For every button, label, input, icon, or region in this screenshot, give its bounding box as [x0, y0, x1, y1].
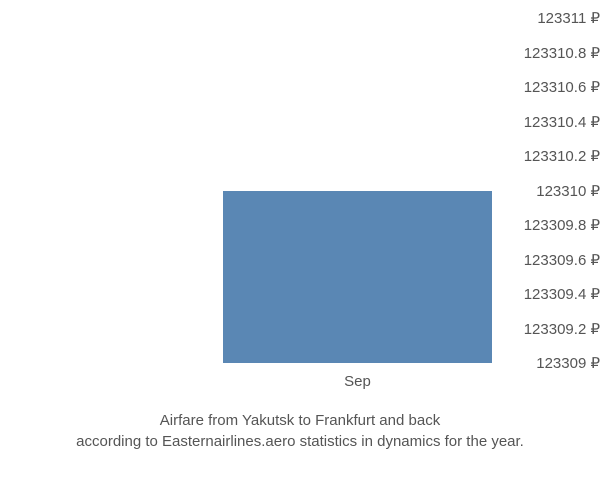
- y-tick-label: 123309.2 ₽: [477, 320, 600, 338]
- chart-caption: Airfare from Yakutsk to Frankfurt and ba…: [0, 410, 600, 452]
- airfare-bar-chart: 123311 ₽ 123310.8 ₽ 123310.6 ₽ 123310.4 ₽ 12…: [0, 0, 600, 500]
- y-tick-label: 123310.4 ₽: [477, 113, 600, 131]
- y-tick-label: 123309.6 ₽: [477, 251, 600, 269]
- y-tick-label: 123310.6 ₽: [477, 78, 600, 96]
- x-tick-label: Sep: [344, 373, 371, 390]
- y-tick-label: 123309 ₽: [477, 354, 600, 372]
- y-tick-label: 123310.2 ₽: [477, 147, 600, 165]
- y-tick-label: 123309.8 ₽: [477, 216, 600, 234]
- y-tick-label: 123310.8 ₽: [477, 44, 600, 62]
- y-tick-label: 123310 ₽: [477, 182, 600, 200]
- y-tick-label: 123311 ₽: [477, 9, 600, 27]
- y-tick-label: 123309.4 ₽: [477, 285, 600, 303]
- bar: [223, 191, 492, 364]
